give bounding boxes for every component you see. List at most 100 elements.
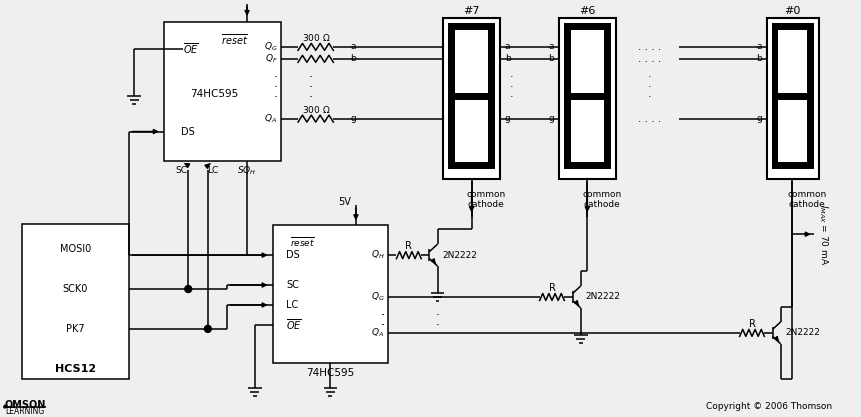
- Text: MOSI0: MOSI0: [60, 244, 91, 254]
- Bar: [564, 23, 610, 30]
- Text: $I_{MAX}$ = 70 mA: $I_{MAX}$ = 70 mA: [817, 203, 829, 265]
- Text: a: a: [548, 43, 554, 51]
- Text: 2N2222: 2N2222: [443, 251, 477, 260]
- Bar: [443, 18, 500, 179]
- Text: . . . .: . . . .: [638, 42, 661, 52]
- Bar: [604, 100, 610, 163]
- Text: $SQ_H$: $SQ_H$: [238, 164, 257, 177]
- Bar: [448, 23, 495, 30]
- Bar: [488, 100, 495, 163]
- Bar: [564, 30, 571, 93]
- Text: DS: DS: [287, 250, 300, 260]
- Text: .: .: [381, 315, 384, 329]
- Text: .: .: [309, 87, 313, 100]
- Text: $Q_G$: $Q_G$: [370, 291, 384, 303]
- Text: .: .: [510, 69, 514, 79]
- Bar: [448, 163, 495, 169]
- Text: g: g: [350, 114, 356, 123]
- Text: #0: #0: [784, 6, 801, 16]
- Text: .: .: [274, 77, 277, 90]
- Bar: [22, 224, 129, 379]
- Bar: [559, 18, 616, 179]
- Bar: [564, 163, 610, 169]
- Bar: [771, 93, 814, 100]
- Bar: [448, 100, 455, 163]
- Text: .: .: [381, 305, 384, 319]
- Text: $Q_A$: $Q_A$: [264, 112, 277, 125]
- Text: b: b: [548, 54, 554, 63]
- Text: OMSON: OMSON: [5, 399, 46, 409]
- Text: R: R: [548, 283, 555, 293]
- Text: a: a: [350, 43, 356, 51]
- Text: R: R: [748, 319, 755, 329]
- Bar: [564, 100, 571, 163]
- Text: #6: #6: [579, 6, 596, 16]
- Bar: [766, 18, 819, 179]
- Bar: [164, 22, 282, 161]
- Text: a: a: [756, 43, 762, 51]
- Text: $\overline{OE}$: $\overline{OE}$: [183, 41, 199, 56]
- Bar: [771, 163, 814, 169]
- Text: .: .: [274, 67, 277, 80]
- Text: common
cathode: common cathode: [787, 190, 827, 209]
- Text: b: b: [756, 54, 762, 63]
- Text: 300 $\Omega$: 300 $\Omega$: [302, 104, 331, 115]
- Text: Copyright © 2006 Thomson: Copyright © 2006 Thomson: [706, 402, 832, 411]
- Text: g: g: [505, 114, 511, 123]
- Text: .: .: [648, 69, 652, 79]
- Text: g: g: [756, 114, 762, 123]
- Text: .: .: [436, 315, 439, 329]
- Text: #7: #7: [463, 6, 480, 16]
- Text: 2N2222: 2N2222: [785, 328, 821, 337]
- Circle shape: [185, 286, 192, 292]
- Text: .: .: [309, 77, 313, 90]
- Text: 74HC595: 74HC595: [307, 368, 355, 378]
- Text: $\overline{OE}$: $\overline{OE}$: [287, 317, 302, 332]
- Text: .: .: [381, 315, 384, 329]
- Text: $\overline{reset}$: $\overline{reset}$: [290, 235, 315, 249]
- Text: .: .: [510, 79, 514, 89]
- Text: .: .: [648, 79, 652, 89]
- Text: $Q_A$: $Q_A$: [371, 327, 384, 339]
- Text: g: g: [548, 114, 554, 123]
- Text: . . . .: . . . .: [638, 54, 661, 64]
- Text: $Q_H$: $Q_H$: [370, 249, 384, 261]
- Text: .: .: [274, 87, 277, 100]
- Text: 2N2222: 2N2222: [585, 292, 621, 301]
- Text: .: .: [381, 305, 384, 319]
- Text: 300 $\Omega$: 300 $\Omega$: [302, 33, 331, 43]
- Bar: [448, 30, 455, 93]
- Text: .: .: [510, 89, 514, 99]
- Text: . . . .: . . . .: [638, 113, 661, 123]
- Text: SC: SC: [176, 166, 188, 175]
- Text: SC: SC: [287, 280, 299, 290]
- Text: $\overline{reset}$: $\overline{reset}$: [220, 33, 248, 47]
- Text: b: b: [505, 54, 511, 63]
- Bar: [771, 30, 778, 93]
- Bar: [564, 93, 610, 100]
- Bar: [771, 23, 814, 30]
- Text: LC: LC: [208, 166, 219, 175]
- Text: common
cathode: common cathode: [582, 190, 622, 209]
- Bar: [488, 30, 495, 93]
- Text: .: .: [309, 67, 313, 80]
- Text: LEARNING: LEARNING: [5, 407, 44, 416]
- Bar: [807, 100, 814, 163]
- Text: LC: LC: [287, 300, 299, 310]
- Text: common
cathode: common cathode: [467, 190, 506, 209]
- Text: $Q_F$: $Q_F$: [264, 53, 277, 65]
- Bar: [771, 100, 778, 163]
- Bar: [604, 30, 610, 93]
- Text: HCS12: HCS12: [55, 364, 96, 374]
- Text: PK7: PK7: [66, 324, 84, 334]
- Text: 74HC595: 74HC595: [190, 89, 238, 99]
- Text: DS: DS: [182, 126, 195, 136]
- Text: .: .: [436, 305, 439, 319]
- Text: a: a: [505, 43, 511, 51]
- Text: 5V: 5V: [338, 197, 351, 207]
- Circle shape: [204, 325, 211, 332]
- Text: R: R: [406, 241, 412, 251]
- Text: b: b: [350, 54, 356, 63]
- Bar: [807, 30, 814, 93]
- Bar: [448, 93, 495, 100]
